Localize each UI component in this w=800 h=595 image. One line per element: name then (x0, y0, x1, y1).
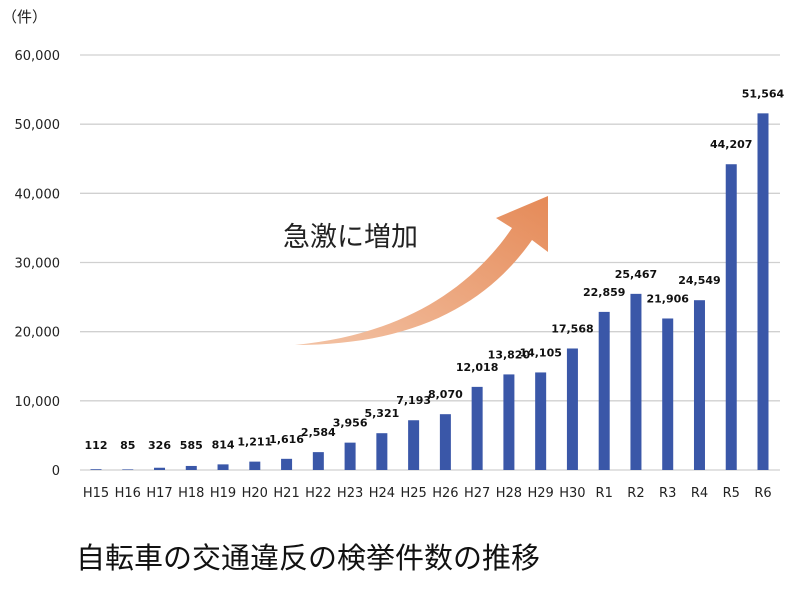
bar (312, 452, 324, 470)
bar (598, 311, 610, 470)
x-tick-label: H30 (559, 486, 585, 501)
x-tick-label: R6 (754, 486, 771, 501)
x-tick-label: R3 (659, 486, 676, 501)
x-tick-label: H21 (273, 486, 299, 501)
data-label: 17,568 (551, 322, 593, 335)
data-label: 7,193 (396, 394, 431, 407)
y-tick-label: 50,000 (15, 118, 61, 133)
bar (154, 467, 166, 470)
x-tick-label: H15 (83, 486, 109, 501)
bar (408, 420, 420, 470)
data-label: 3,956 (333, 417, 368, 430)
x-tick-label: H28 (496, 486, 522, 501)
data-label: 24,549 (678, 274, 720, 287)
bar (535, 372, 547, 470)
x-tick-label: H23 (337, 486, 363, 501)
x-tick-label: R4 (691, 486, 708, 501)
data-label: 326 (148, 439, 171, 452)
x-tick-label: H29 (528, 486, 554, 501)
x-tick-label: H26 (432, 486, 458, 501)
bar (376, 433, 388, 470)
data-label: 85 (120, 439, 135, 452)
increase-arrow (295, 196, 548, 345)
bar (90, 469, 102, 470)
bar (566, 348, 578, 470)
x-tick-label: H24 (369, 486, 395, 501)
x-tick-label: H16 (115, 486, 141, 501)
y-tick-label: 10,000 (15, 395, 61, 410)
bar (662, 318, 674, 470)
data-label: 1,211 (237, 436, 272, 449)
bar (471, 386, 483, 470)
bar (344, 442, 356, 470)
data-label: 25,467 (615, 268, 657, 281)
data-label: 22,859 (583, 286, 625, 299)
x-tick-label: H17 (146, 486, 172, 501)
x-tick-label: H27 (464, 486, 490, 501)
annotation-text: 急激に増加 (283, 222, 418, 253)
data-label: 21,906 (646, 292, 689, 305)
bar (630, 293, 642, 470)
data-label: 8,070 (428, 388, 463, 401)
bar (281, 458, 293, 470)
data-label: 51,564 (742, 87, 785, 100)
y-unit-label: （件） (2, 8, 47, 26)
data-label: 585 (180, 439, 203, 452)
x-tick-label: H19 (210, 486, 236, 501)
chart-title: 自転車の交通違反の検挙件数の推移 (76, 541, 540, 575)
y-tick-label: 40,000 (15, 187, 61, 202)
bar (725, 164, 737, 470)
bar (503, 374, 515, 470)
data-label: 112 (85, 439, 108, 452)
bar (693, 300, 705, 470)
bar (217, 464, 229, 470)
data-label: 44,207 (710, 138, 752, 151)
data-label: 13,820 (488, 348, 531, 361)
bar (185, 465, 197, 470)
bar (439, 414, 451, 470)
x-tick-label: R5 (723, 486, 740, 501)
bar (249, 461, 261, 470)
data-label: 14,105 (519, 346, 561, 359)
x-tick-label: H18 (178, 486, 204, 501)
y-tick-label: 0 (52, 464, 60, 479)
data-label: 12,018 (456, 361, 498, 374)
bar (122, 469, 134, 470)
bar (757, 113, 769, 470)
data-label: 5,321 (364, 407, 399, 420)
data-label: 1,616 (269, 433, 304, 446)
y-tick-label: 60,000 (15, 49, 61, 64)
x-tick-label: R2 (627, 486, 644, 501)
y-tick-label: 30,000 (15, 257, 61, 272)
x-tick-label: R1 (596, 486, 613, 501)
x-tick-label: H22 (305, 486, 331, 501)
y-tick-label: 20,000 (15, 326, 61, 341)
x-tick-label: H25 (400, 486, 426, 501)
x-tick-label: H20 (242, 486, 268, 501)
data-label: 2,584 (301, 426, 336, 439)
data-label: 814 (212, 438, 235, 451)
